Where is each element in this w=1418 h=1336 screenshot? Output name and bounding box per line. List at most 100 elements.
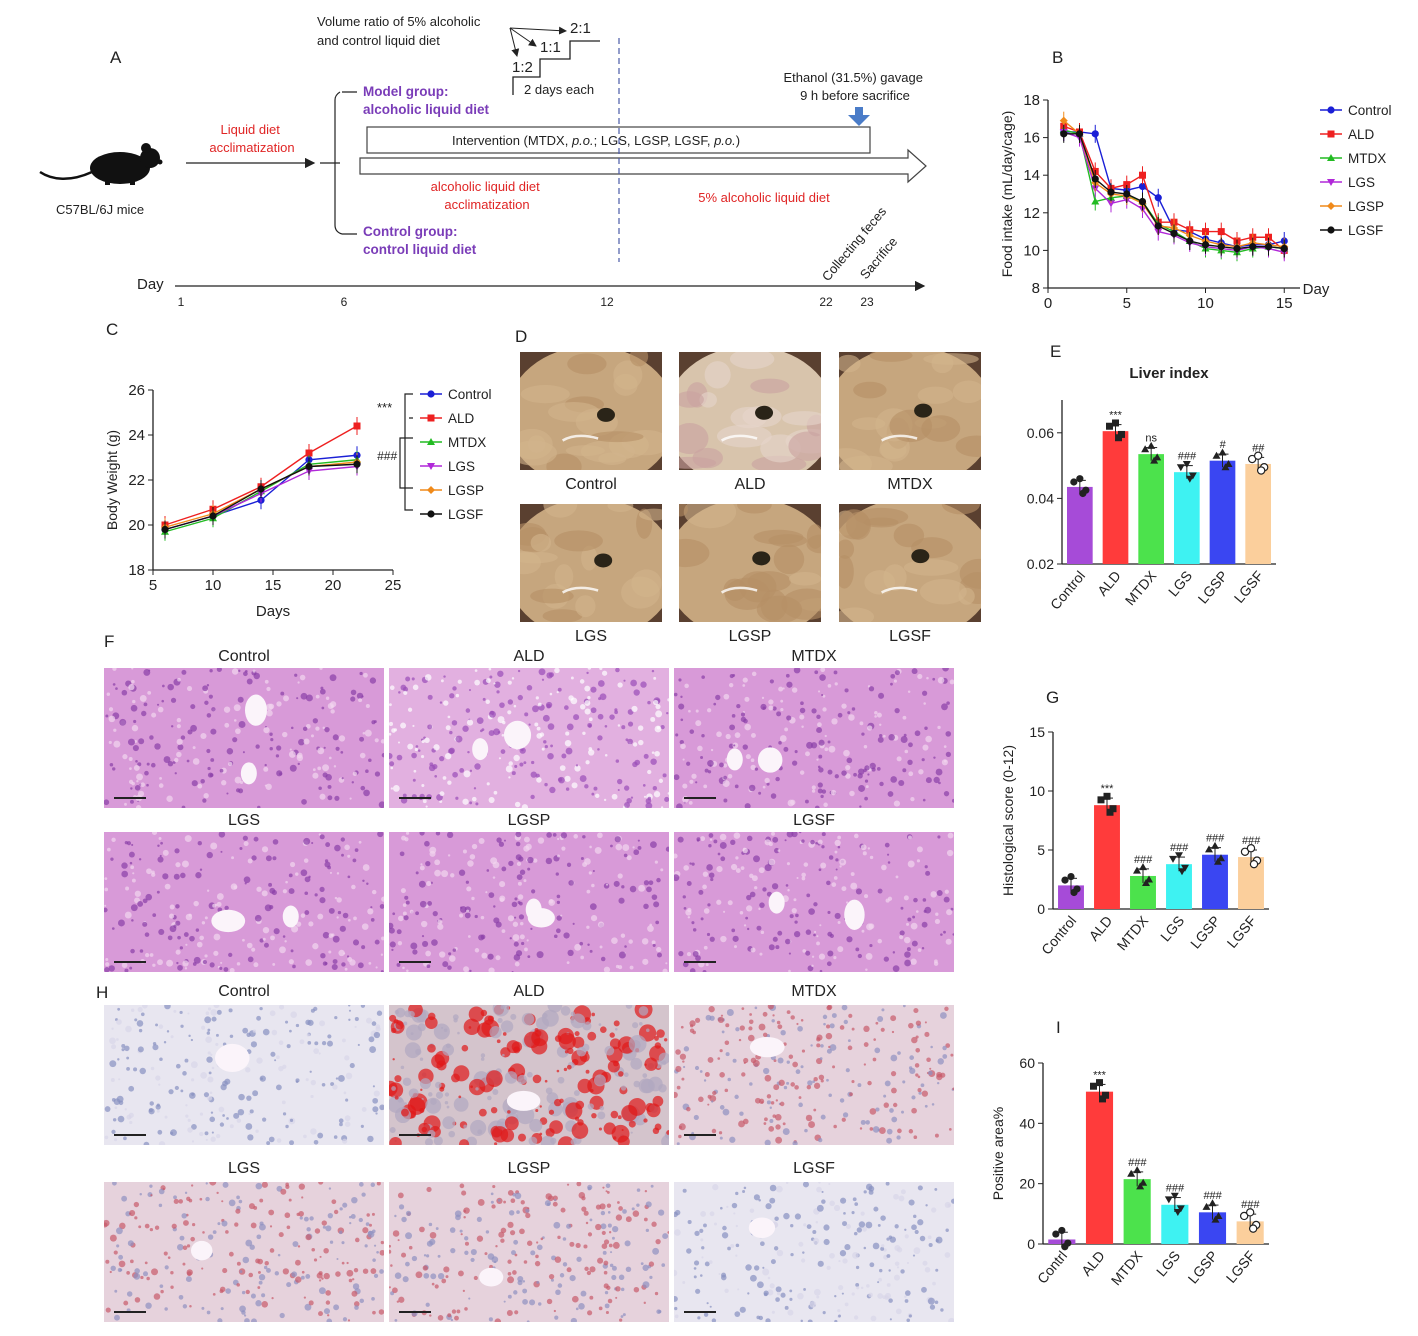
tissue-cell [724, 1288, 729, 1293]
tissue-cell [505, 765, 513, 773]
tissue-cell [433, 1136, 443, 1145]
tissue-cell [233, 719, 237, 722]
tissue-cell [747, 1292, 750, 1295]
tissue-cell [655, 704, 661, 710]
tissue-cell [587, 1232, 593, 1237]
tissue-cell [770, 1259, 776, 1265]
tissue-cell [205, 1138, 208, 1141]
tissue-cell [510, 1198, 516, 1204]
tissue-cell [566, 723, 574, 731]
tissue-cell [332, 734, 339, 741]
tissue-cell [846, 936, 853, 943]
data-point [1107, 200, 1115, 208]
tissue-cell [532, 858, 538, 863]
tissue-cell [866, 725, 873, 731]
tissue-cell [617, 789, 620, 792]
tissue-cell [104, 1135, 109, 1140]
tissue-cell [389, 703, 392, 707]
tissue-cell [571, 782, 578, 789]
tissue-cell [889, 1108, 894, 1113]
tissue-cell [910, 796, 915, 802]
tissue-cell [571, 1122, 589, 1139]
tissue-cell [325, 696, 330, 700]
tissue-cell [420, 863, 423, 866]
tissue-cell [468, 1297, 471, 1300]
tissue-cell [654, 1291, 659, 1296]
gallbladder [596, 407, 615, 422]
tissue-cell [371, 889, 377, 895]
data-point [1107, 188, 1115, 196]
tissue-cell [622, 1313, 626, 1317]
tissue-cell [468, 688, 472, 692]
data-dot [1181, 864, 1189, 872]
tissue-cell [104, 967, 110, 972]
tissue-cell [790, 1082, 796, 1087]
tissue-cell [379, 904, 384, 909]
tissue-cell [301, 799, 307, 805]
y-tick-label: 18 [1023, 92, 1040, 109]
ratio-2-1: 2:1 [570, 20, 591, 37]
tissue-cell [419, 1057, 424, 1061]
tissue-cell [468, 1078, 486, 1096]
data-dot [1150, 456, 1159, 464]
tissue-cell [326, 1318, 333, 1322]
tissue-cell [459, 768, 465, 773]
tissue-cell [674, 774, 680, 781]
tissue-cell [182, 1245, 188, 1251]
tissue-cell [499, 881, 506, 888]
tissue-cell [205, 1011, 210, 1016]
significance-label: # [1219, 439, 1226, 451]
tissue-cell [777, 930, 783, 936]
tissue-cell [904, 959, 911, 967]
tissue-cell [405, 676, 411, 682]
tissue-cell [226, 1117, 229, 1120]
tissue-cell [394, 1010, 399, 1015]
tissue-cell [529, 1299, 536, 1306]
tissue-cell [394, 1272, 402, 1279]
data-dot [1211, 1215, 1220, 1223]
tissue-cell [338, 949, 345, 957]
tissue-cell [199, 1197, 203, 1201]
tissue-cell [517, 881, 522, 886]
tissue-cell [726, 1205, 729, 1208]
tissue-cell [799, 714, 805, 720]
tissue-cell [721, 1232, 729, 1239]
tissue-cell [405, 832, 410, 835]
tissue-cell [112, 668, 117, 671]
tissue-cell [638, 1006, 649, 1016]
tissue-cell [808, 908, 815, 915]
tissue-cell [695, 1288, 701, 1294]
tissue-cell [820, 1044, 824, 1048]
tissue-cell [464, 1236, 469, 1241]
tissue-cell [785, 1182, 789, 1185]
tissue-cell [695, 781, 698, 784]
tissue-cell [816, 935, 819, 938]
tissue-cell [426, 1254, 430, 1258]
collecting-feces-label: Collecting feces [819, 204, 890, 284]
tissue-cell [624, 945, 627, 948]
tissue-cell [379, 1104, 384, 1111]
panel-f-he-histology: Control ALD MTDX LGS LGSP LGSF [100, 648, 960, 978]
tissue-cell [402, 903, 407, 907]
tissue-cell [271, 890, 277, 896]
tissue-cell [649, 1275, 653, 1279]
tissue-cell [201, 1306, 205, 1310]
tissue-cell [380, 953, 384, 956]
tissue-cell [508, 776, 511, 779]
tissue-cell [770, 1101, 775, 1105]
tissue-cell [688, 709, 691, 713]
tissue-cell [299, 1039, 305, 1045]
tissue-cell [805, 751, 810, 757]
tissue-cell [139, 1192, 142, 1196]
tissue-cell [179, 1010, 183, 1015]
tissue-cell [713, 702, 717, 706]
tissue-cell [760, 930, 765, 935]
tissue-cell [139, 694, 147, 702]
tissue-cell [164, 1115, 168, 1119]
tissue-cell [818, 767, 824, 773]
data-dot [1246, 844, 1256, 853]
tissue-cell [569, 1275, 576, 1282]
tissue-cell [733, 1212, 736, 1215]
tissue-cell [238, 1093, 245, 1101]
tissue-cell [275, 1084, 282, 1091]
